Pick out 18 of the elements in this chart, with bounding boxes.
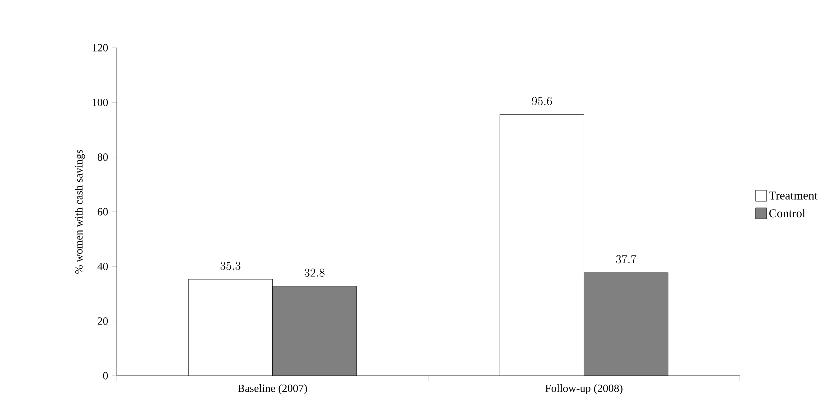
legend-label: Treatment xyxy=(769,192,818,200)
y-tick-label: 60 xyxy=(98,208,108,216)
y-tick-label: 120 xyxy=(92,44,108,52)
data-label: 35.3 xyxy=(220,262,241,270)
y-tick-label: 0 xyxy=(103,372,108,380)
y-axis-title: % women with cash savings xyxy=(75,150,86,274)
y-tick-label: 80 xyxy=(98,154,108,162)
data-label: 37.7 xyxy=(616,255,637,264)
y-tick-label: 20 xyxy=(98,318,108,326)
bar xyxy=(272,286,357,376)
bar xyxy=(584,272,669,376)
legend-label: Control xyxy=(770,209,806,218)
data-label: 32.8 xyxy=(304,268,325,278)
y-tick-label: 40 xyxy=(98,262,108,270)
x-tick-label: Follow-up (2008) xyxy=(546,384,623,394)
y-tick-label: 100 xyxy=(92,98,108,106)
x-tick-label: Baseline (2007) xyxy=(238,384,308,394)
data-label: 95.6 xyxy=(532,97,552,106)
